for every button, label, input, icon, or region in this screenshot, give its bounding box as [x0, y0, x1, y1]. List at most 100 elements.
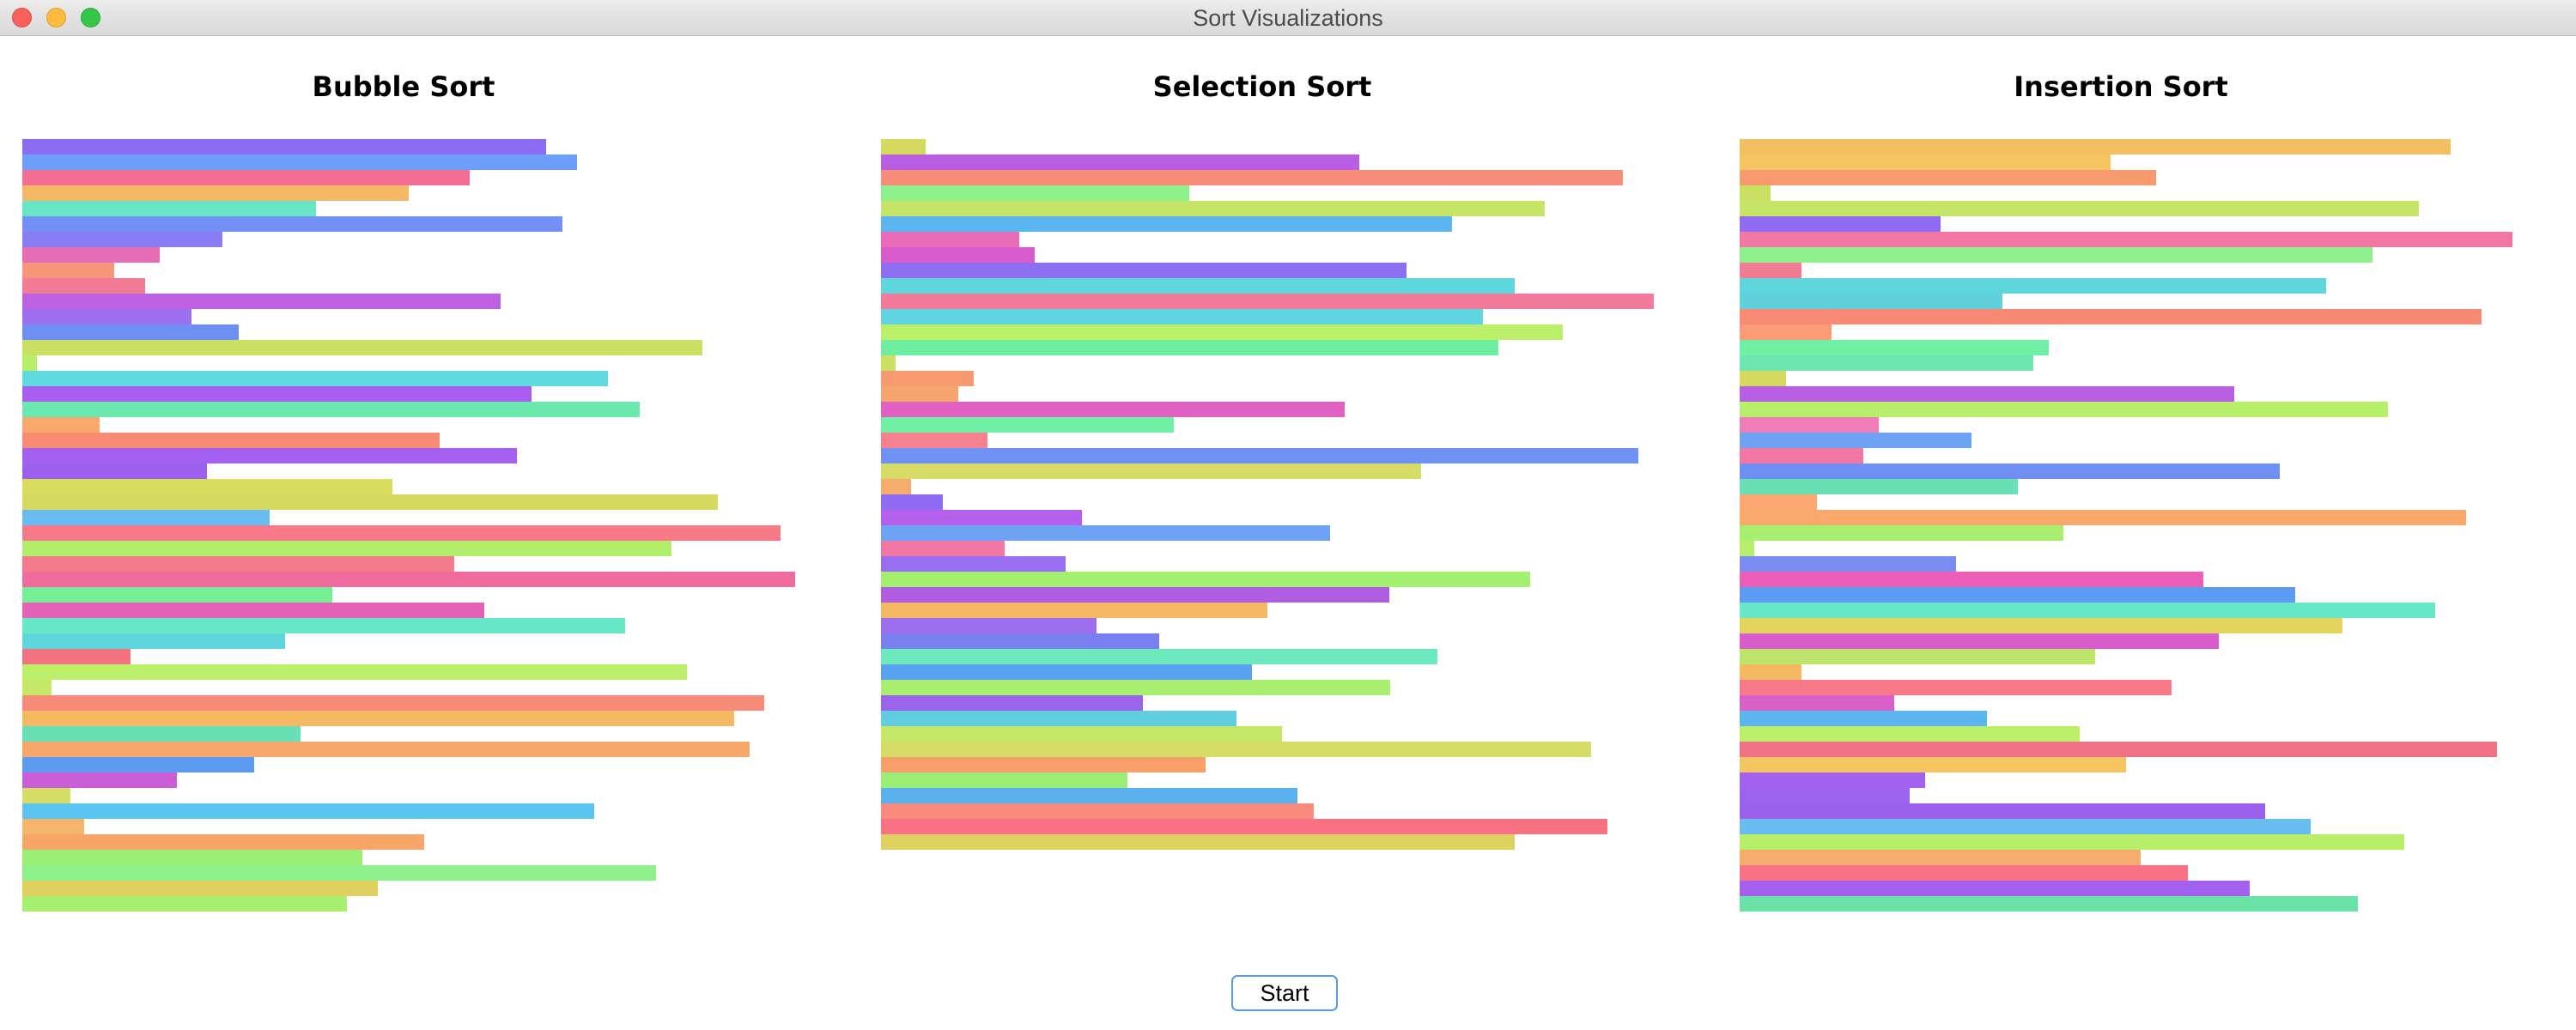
sort-bar	[881, 788, 1297, 803]
sort-bar	[1740, 896, 2358, 912]
sort-bar	[1740, 216, 1941, 232]
sort-bar	[1740, 788, 1910, 803]
sort-bar	[1740, 695, 1894, 711]
sort-bar	[1740, 664, 1801, 680]
start-button[interactable]: Start	[1231, 975, 1338, 1011]
sort-bar	[881, 294, 1654, 309]
sort-bar	[22, 433, 440, 448]
sort-bar	[881, 757, 1206, 772]
sort-bar	[1740, 541, 1754, 556]
sort-bar	[881, 402, 1345, 417]
sort-bar	[881, 510, 1082, 525]
sort-bar	[881, 525, 1330, 541]
sort-bar	[1740, 232, 2512, 247]
sort-bar	[881, 340, 1498, 355]
sort-bar	[22, 170, 470, 185]
sort-bar	[22, 448, 517, 464]
sort-bar	[22, 572, 795, 587]
sort-bar	[881, 603, 1267, 618]
sort-bar	[22, 525, 781, 541]
sort-bar	[1740, 355, 2033, 371]
sort-bar	[881, 263, 1406, 278]
title-bar: Sort Visualizations	[0, 0, 2576, 36]
sort-bar	[1740, 587, 2295, 603]
sort-bar	[881, 309, 1483, 324]
sort-bar	[22, 772, 177, 788]
sort-bar	[881, 587, 1389, 603]
sort-bar	[22, 850, 362, 865]
insertion-sort-panel: Insertion Sort	[1717, 36, 2576, 920]
sort-bar	[1740, 772, 1925, 788]
sort-bar	[881, 772, 1127, 788]
sort-bar	[881, 448, 1638, 464]
sort-bar	[1740, 525, 2063, 541]
maximize-window-button[interactable]	[81, 8, 100, 27]
sort-bar	[22, 695, 764, 711]
sort-bar	[881, 494, 943, 510]
sort-bar	[22, 819, 84, 834]
sort-bar	[1740, 464, 2280, 479]
sort-bar	[22, 896, 347, 912]
sort-bar	[22, 603, 484, 618]
sort-bar	[1740, 603, 2435, 618]
sort-bar	[881, 139, 926, 154]
sort-bar	[881, 386, 958, 402]
sort-bar	[881, 742, 1591, 757]
sort-bar	[1740, 324, 1832, 340]
sort-bar	[22, 371, 608, 386]
sort-bar	[1740, 850, 2141, 865]
sort-bar	[22, 742, 750, 757]
sort-bar	[1740, 618, 2342, 633]
sort-bar	[22, 479, 392, 494]
sort-bar	[22, 185, 409, 201]
sort-bar	[881, 711, 1236, 726]
sort-bar	[22, 340, 702, 355]
sort-bar	[22, 355, 37, 371]
sort-bar	[881, 633, 1159, 649]
sort-bar	[22, 263, 114, 278]
sort-bar	[1740, 834, 2404, 850]
sort-bar	[22, 587, 332, 603]
sort-bar	[1740, 417, 1879, 433]
sort-bar	[881, 371, 974, 386]
sort-bar	[881, 433, 987, 448]
sort-bar	[22, 216, 562, 232]
sort-bar	[881, 232, 1019, 247]
sort-bar	[22, 649, 131, 664]
close-window-button[interactable]	[12, 8, 32, 27]
sort-bar	[1740, 448, 1863, 464]
sort-bar	[22, 324, 239, 340]
selection-sort-panel: Selection Sort	[859, 36, 1717, 920]
minimize-window-button[interactable]	[46, 8, 66, 27]
sort-bar	[1740, 881, 2250, 896]
sort-bar	[22, 386, 532, 402]
sort-bar	[881, 803, 1314, 819]
sort-bar	[1740, 819, 2311, 834]
sort-bar	[1740, 757, 2126, 772]
sort-bar	[1740, 371, 1786, 386]
sort-bar	[881, 464, 1421, 479]
sort-bar	[881, 556, 1066, 572]
sort-bar	[881, 479, 911, 494]
sort-bar	[1740, 494, 1817, 510]
sort-bar	[22, 232, 222, 247]
sort-bar	[881, 247, 1035, 263]
sort-bar	[22, 294, 501, 309]
sort-bar	[881, 695, 1143, 711]
sort-bar	[1740, 170, 2156, 185]
sort-bar	[22, 154, 577, 170]
sort-bar	[1740, 309, 2482, 324]
bubble-sort-panel: Bubble Sort	[0, 36, 859, 920]
sort-bar	[1740, 803, 2265, 819]
bubble-sort-title: Bubble Sort	[312, 70, 495, 103]
sort-bar	[1740, 865, 2188, 881]
sort-bar	[1740, 479, 2018, 494]
sort-bar	[1740, 139, 2451, 154]
sort-bar	[881, 278, 1515, 294]
sort-bar	[1740, 649, 2095, 664]
sort-bar	[22, 881, 378, 896]
sort-bar	[881, 618, 1097, 633]
sort-bar	[22, 788, 70, 803]
sort-bar	[22, 556, 454, 572]
sort-bar	[1740, 433, 1971, 448]
